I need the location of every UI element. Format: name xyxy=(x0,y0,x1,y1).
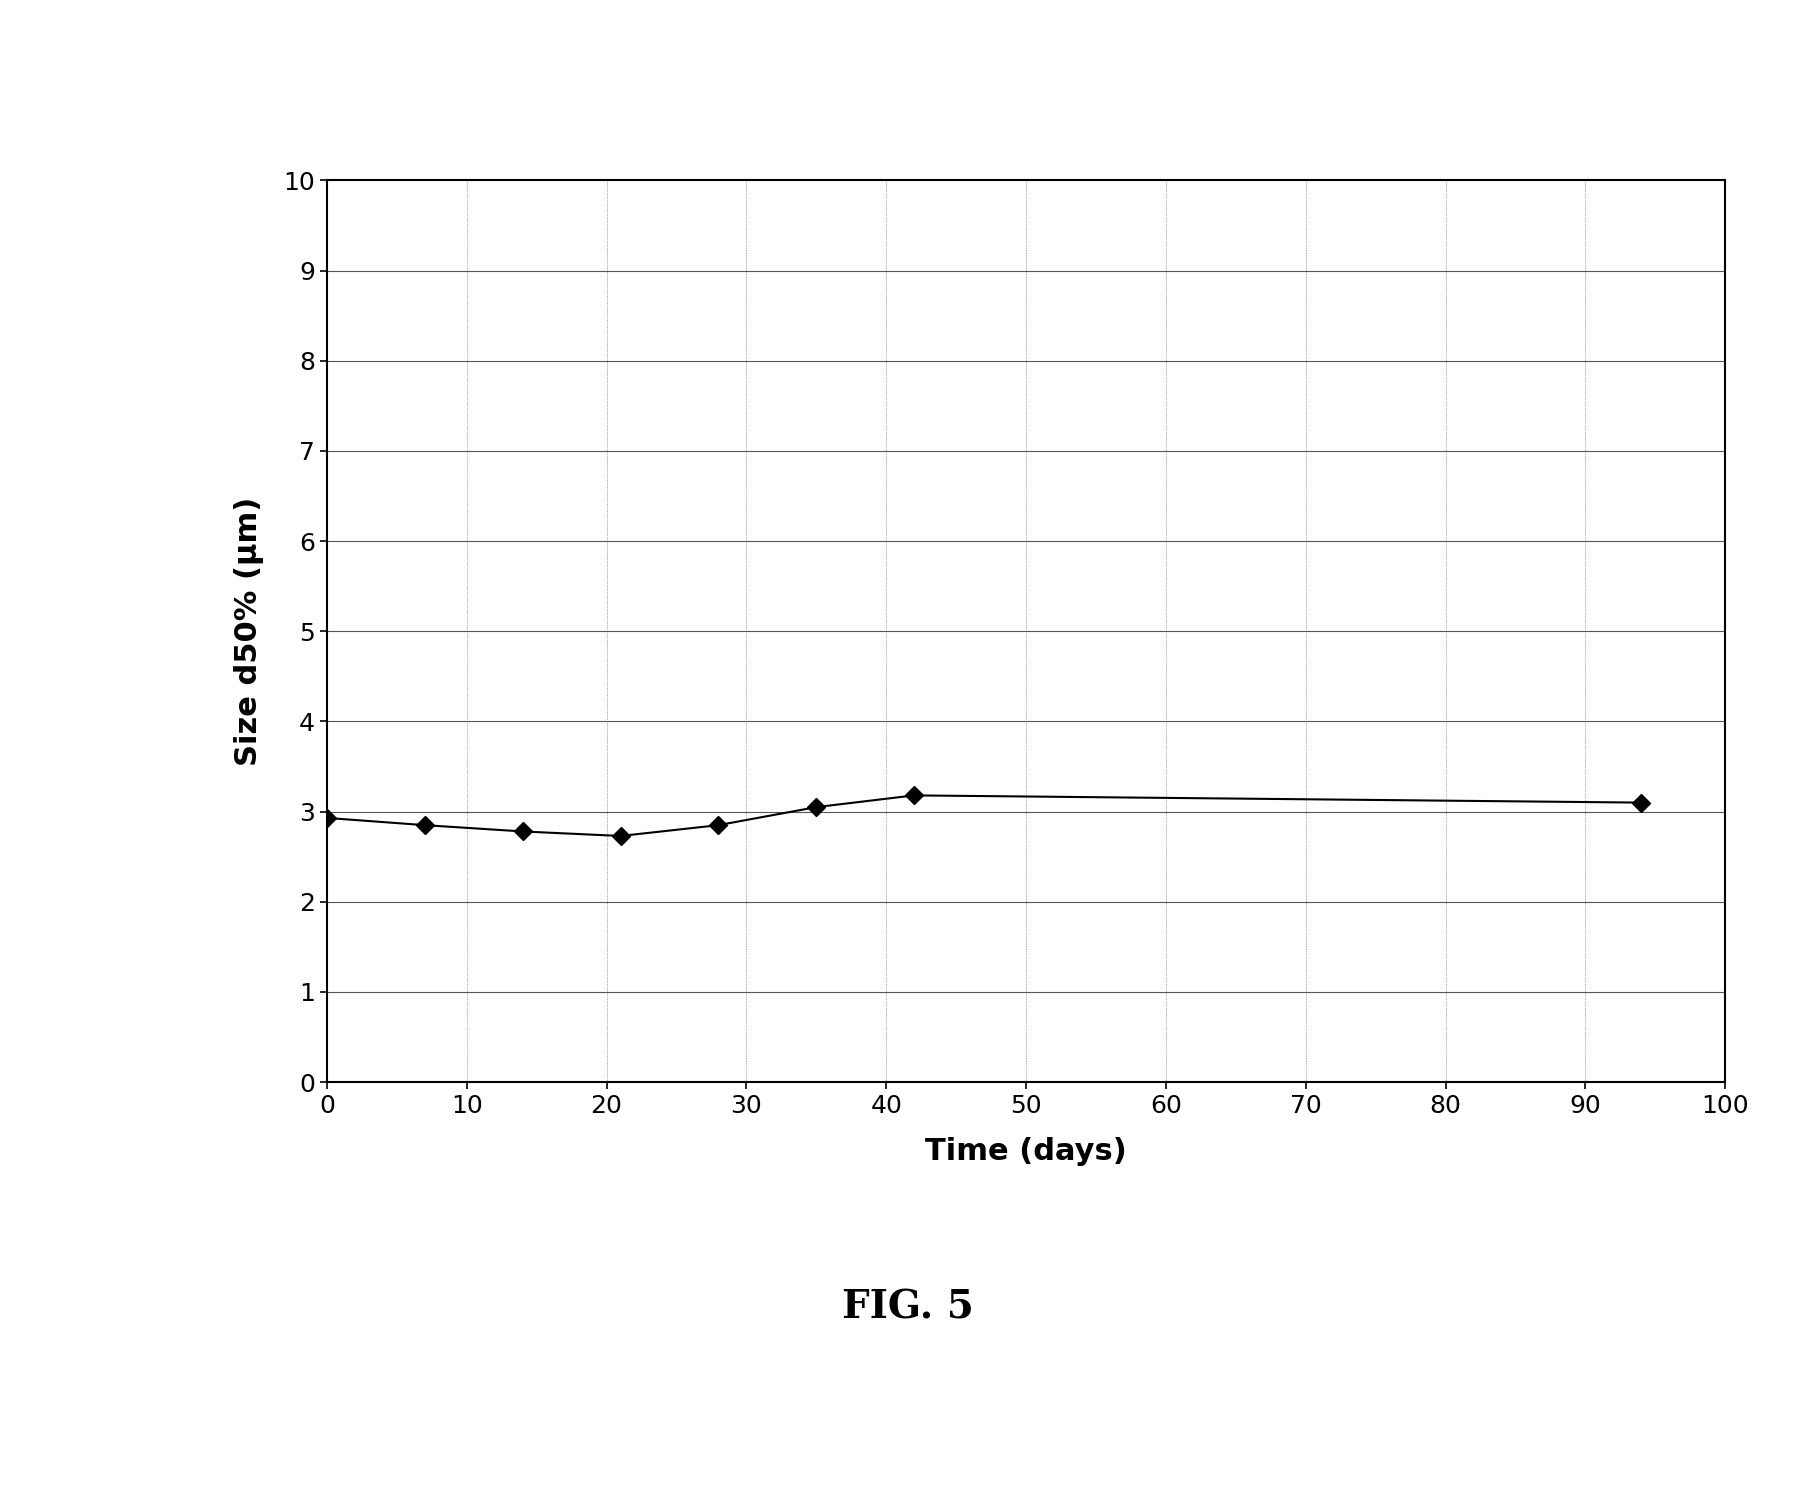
X-axis label: Time (days): Time (days) xyxy=(924,1138,1128,1166)
Y-axis label: Size d50% (μm): Size d50% (μm) xyxy=(234,496,263,767)
Text: FIG. 5: FIG. 5 xyxy=(843,1288,973,1327)
